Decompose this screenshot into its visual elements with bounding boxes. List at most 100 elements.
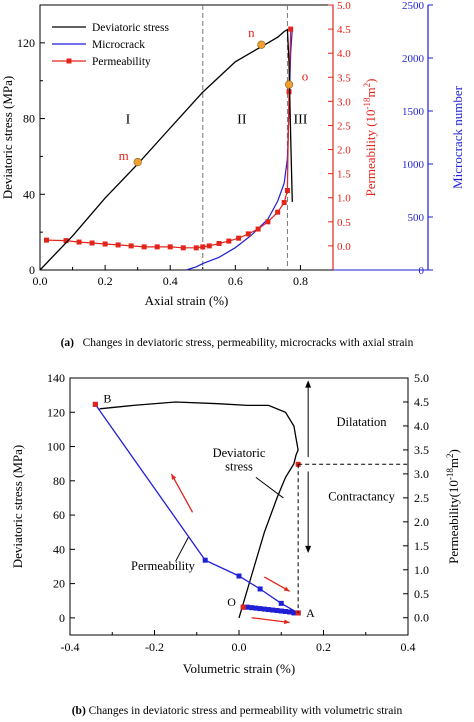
permeability-line: [94, 404, 299, 614]
y2-tick-label: 4.0: [337, 48, 351, 60]
caption-b-text: Changes in deviatoric stress and permeab…: [88, 705, 403, 717]
permeability-point: [287, 609, 293, 615]
permeability-point: [202, 557, 208, 563]
x-tick-label: 0.2: [98, 274, 113, 288]
y2-tick-label: 5.0: [414, 371, 429, 385]
label-b: B: [103, 391, 111, 405]
dilatation-arrow-head: [305, 380, 312, 388]
phase-label: III: [293, 113, 307, 128]
key-point: [240, 604, 246, 610]
permeability-point: [206, 243, 212, 249]
y2-tick-label: 4.5: [414, 395, 429, 409]
label-stress-2: stress: [225, 460, 253, 474]
y-tick-label: 40: [53, 542, 65, 556]
x-tick-label: 0.0: [232, 640, 247, 654]
x-tick-label: 0.4: [401, 640, 416, 654]
x-tick-label: 0.6: [228, 274, 243, 288]
y2-tick-label: 5.0: [337, 0, 351, 12]
y2-tick-label: 0.0: [337, 241, 351, 253]
permeability-point: [89, 240, 95, 246]
permeability-point: [216, 241, 222, 246]
stress-line: [99, 401, 299, 619]
red-arrow-low: [251, 617, 290, 624]
y-tick-label: 140: [47, 371, 65, 385]
y2-label-part: -18: [445, 468, 455, 480]
caption-b-label: (b): [71, 705, 86, 717]
y2-tick-label: 4.0: [414, 419, 429, 433]
caption-b: (b) Changes in deviatoric stress and per…: [0, 705, 474, 717]
y-tick-label: 0: [29, 263, 35, 277]
y2-axis-label: Permeability(10-18m2): [445, 449, 461, 564]
y2-tick-label: 1.5: [337, 169, 351, 181]
stress-leader: [255, 476, 284, 499]
y3-tick-label: 2500: [402, 0, 425, 12]
y2-tick-label: 3.5: [337, 72, 351, 84]
y-tick-label: 0: [59, 611, 65, 625]
phase-label: II: [237, 113, 247, 128]
y2-tick-label: 4.5: [337, 24, 351, 36]
point-label: o: [302, 69, 309, 84]
point-label: n: [248, 25, 255, 40]
permeability-point: [281, 200, 287, 206]
permeability-point: [226, 238, 232, 244]
phase-label: I: [126, 113, 131, 128]
permeability-point: [257, 606, 263, 612]
y2-tick-label: 2.0: [337, 145, 351, 157]
x-tick-label: -0.4: [61, 640, 80, 654]
y2-tick-label: 3.0: [414, 467, 429, 481]
caption-a-text: Changes in deviatoric stress, permeabili…: [82, 337, 414, 349]
y-axis-label: Deviatoric stress (MPa): [10, 445, 25, 568]
permeability-point: [193, 245, 199, 251]
red-arrow-up-head: [171, 473, 177, 480]
y3-tick-label: 0: [419, 265, 425, 277]
permeability-point: [244, 604, 250, 610]
permeability-point: [270, 607, 276, 613]
permeability-line: [46, 29, 292, 249]
y-tick-label: 120: [17, 36, 35, 50]
red-arrow-low-head: [283, 619, 290, 625]
label-stress-1: Deviatoric: [213, 446, 266, 460]
permeability-point: [257, 586, 263, 592]
label-a: A: [306, 606, 315, 620]
contractancy-arrow-head: [305, 545, 312, 554]
permeability-point: [128, 243, 134, 249]
permeability-point: [141, 244, 147, 250]
permeability-point: [115, 242, 121, 248]
permeability-point: [275, 209, 281, 215]
permeability-point: [265, 219, 271, 225]
permeability-point: [154, 244, 160, 250]
y3-tick-label: 2000: [402, 53, 425, 65]
plot-frame: [39, 4, 334, 271]
x-tick-label: 0.4: [163, 274, 178, 288]
caption-a: (a) Changes in deviatoric stress, permea…: [0, 337, 474, 349]
label-permeability: Permeability: [131, 559, 196, 573]
y-tick-label: 20: [53, 577, 65, 591]
label-o: O: [227, 595, 236, 609]
y2-tick-label: 3.5: [414, 443, 429, 457]
y-axis-label: Deviatoric stress (MPa): [0, 76, 15, 199]
permeability-point: [278, 608, 284, 614]
y3-tick-label: 1000: [402, 159, 425, 171]
permeability-point: [278, 600, 284, 606]
permeability-point: [167, 244, 173, 250]
permeability-point: [291, 610, 297, 616]
x-axis-label: Volumetric strain (%): [183, 661, 295, 676]
y2-tick-label: 0.0: [414, 611, 429, 625]
x-tick-label: -0.2: [145, 640, 164, 654]
permeability-point: [63, 238, 69, 244]
y2-tick-label: 2.0: [414, 515, 429, 529]
point-marker: [284, 80, 294, 89]
y2-label-part: 2: [362, 83, 372, 88]
x-tick-label: 0.2: [316, 640, 331, 654]
red-arrow-up: [170, 473, 194, 513]
permeability-point: [266, 607, 272, 613]
label-contractancy: Contractancy: [328, 489, 395, 503]
y-tick-label: 40: [23, 187, 35, 201]
y2-label-part: m: [446, 458, 461, 468]
y2-tick-label: 1.0: [414, 563, 429, 577]
permeability-point: [102, 241, 108, 247]
y2-tick-label: 0.5: [337, 217, 351, 229]
red-arrow-mid-head: [283, 586, 290, 592]
y2-tick-label: 1.5: [414, 539, 429, 553]
y-tick-label: 120: [47, 405, 65, 419]
